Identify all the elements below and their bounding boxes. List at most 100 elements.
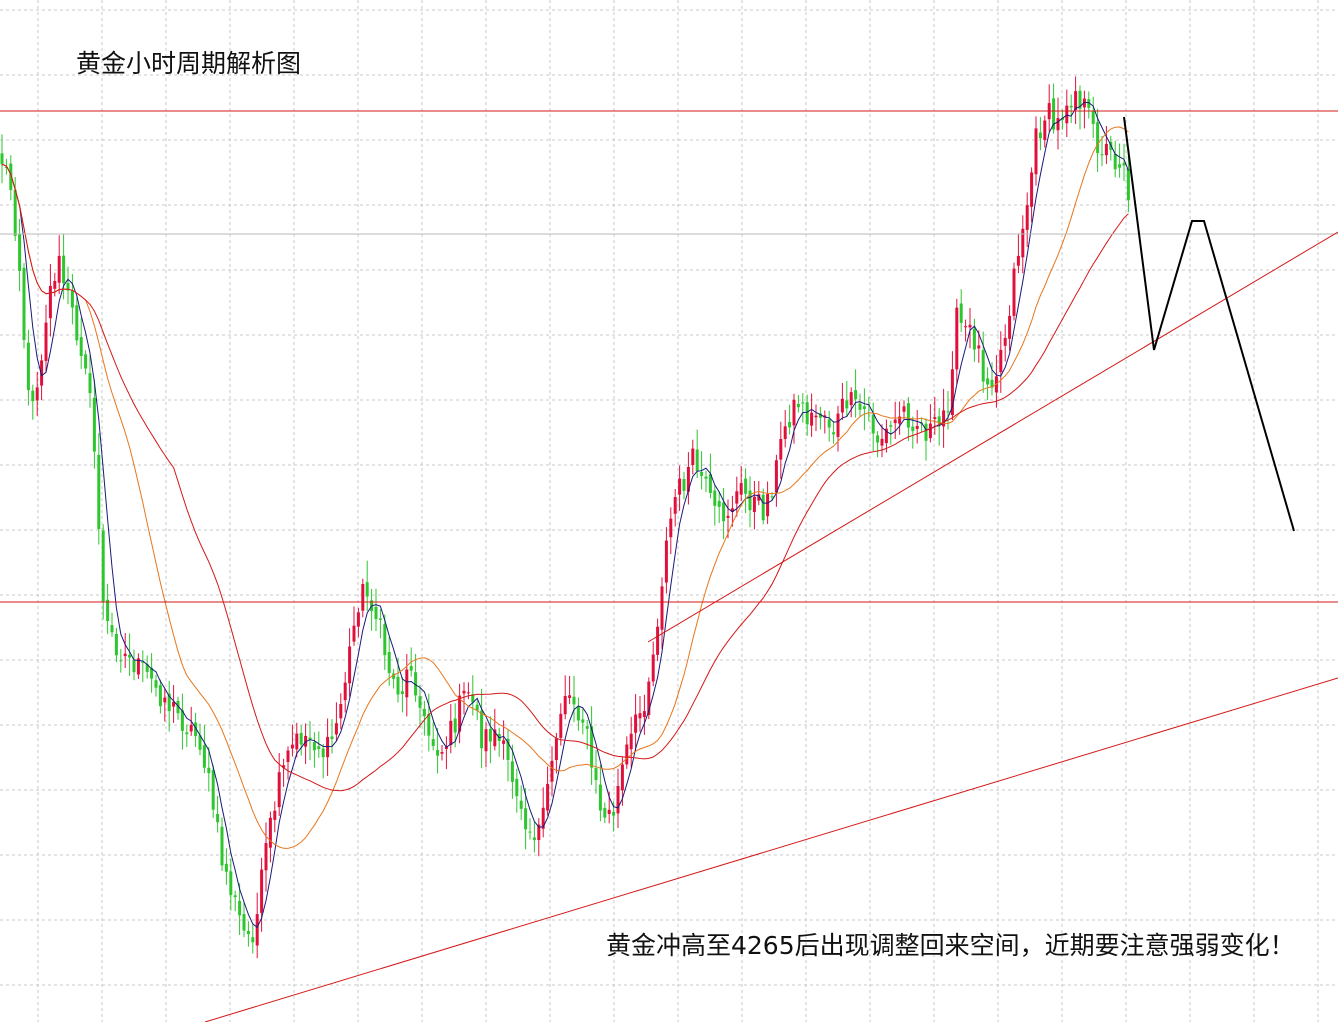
candle-body bbox=[532, 837, 536, 841]
candle-body bbox=[172, 701, 176, 707]
candle-body bbox=[431, 739, 435, 747]
candle-body bbox=[1118, 164, 1122, 168]
candle-body bbox=[238, 900, 242, 916]
candle-body bbox=[1012, 268, 1016, 316]
candle-body bbox=[1096, 122, 1100, 154]
candle-body bbox=[700, 472, 704, 476]
candle-body bbox=[594, 768, 598, 780]
candle-body bbox=[990, 379, 994, 388]
candle-body bbox=[1043, 120, 1047, 140]
candle-body bbox=[880, 438, 884, 446]
candle-body bbox=[158, 685, 162, 707]
candle-body bbox=[854, 390, 858, 400]
candle-body bbox=[48, 285, 52, 319]
candle-body bbox=[1078, 90, 1082, 109]
candle-body bbox=[889, 425, 893, 427]
candle-body bbox=[352, 625, 356, 642]
candle-body bbox=[766, 494, 770, 517]
candle-body bbox=[682, 479, 686, 491]
candle-body bbox=[946, 411, 950, 413]
candle-body bbox=[906, 403, 910, 428]
candle-body bbox=[959, 303, 963, 323]
candle-body bbox=[128, 655, 132, 658]
candle-body bbox=[1069, 105, 1073, 108]
candle-body bbox=[541, 807, 545, 829]
candle-body bbox=[88, 373, 92, 394]
upper-trendline bbox=[647, 231, 1338, 643]
candle-body bbox=[986, 378, 990, 385]
candle-body bbox=[730, 508, 734, 512]
candle-body bbox=[264, 843, 268, 871]
candle-body bbox=[414, 672, 418, 696]
candle-body bbox=[510, 761, 514, 782]
candle-body bbox=[722, 502, 726, 522]
candle-body bbox=[814, 415, 818, 418]
candle-body bbox=[739, 483, 743, 495]
candle-body bbox=[590, 726, 594, 768]
candle-body bbox=[629, 733, 633, 750]
candle-body bbox=[365, 582, 369, 597]
candle-body bbox=[625, 744, 629, 765]
candle-body bbox=[893, 419, 897, 424]
candle-body bbox=[141, 661, 145, 663]
candle-body bbox=[330, 736, 334, 739]
candle-body bbox=[1087, 99, 1091, 108]
candle-body bbox=[774, 460, 778, 493]
candle-body bbox=[871, 414, 875, 434]
candle-body bbox=[933, 417, 937, 419]
candle-body bbox=[950, 369, 954, 416]
candle-body bbox=[673, 497, 677, 514]
candle-body bbox=[572, 696, 576, 705]
candle-body bbox=[915, 425, 919, 429]
candle-body bbox=[35, 387, 39, 401]
candle-body bbox=[616, 786, 620, 814]
candle-body bbox=[1074, 91, 1078, 110]
candle-body bbox=[1104, 143, 1108, 156]
candle-body bbox=[1021, 228, 1025, 258]
candle-body bbox=[466, 692, 470, 694]
candle-body bbox=[198, 735, 202, 750]
candle-body bbox=[686, 466, 690, 492]
candle-body bbox=[647, 681, 651, 715]
candle-body bbox=[436, 749, 440, 756]
candle-body bbox=[634, 714, 638, 733]
candle-body bbox=[845, 400, 849, 409]
candle-body bbox=[1038, 132, 1042, 139]
candle-body bbox=[53, 281, 57, 289]
candle-body bbox=[260, 869, 264, 913]
candle-body bbox=[409, 666, 413, 671]
candle-body bbox=[1100, 154, 1104, 156]
candle-body bbox=[31, 390, 35, 402]
horizontal-levels bbox=[0, 110, 1338, 603]
candle-body bbox=[348, 646, 352, 684]
candle-body bbox=[955, 307, 959, 370]
candle-body bbox=[704, 476, 708, 479]
candle-body bbox=[651, 654, 655, 682]
chart-annotation: 黄金冲高至4265后出现调整回来空间，近期要注意强弱变化！ bbox=[606, 931, 1295, 960]
candle-body bbox=[233, 895, 237, 898]
candle-body bbox=[440, 752, 444, 754]
candle-body bbox=[642, 711, 646, 718]
candle-body bbox=[75, 305, 79, 341]
candle-body bbox=[836, 413, 840, 437]
candle-body bbox=[585, 726, 589, 729]
candle-body bbox=[84, 354, 88, 369]
candle-body bbox=[726, 515, 730, 518]
candle-body bbox=[612, 812, 616, 816]
trendlines bbox=[204, 231, 1338, 1022]
candle-body bbox=[167, 693, 171, 712]
candle-body bbox=[678, 478, 682, 495]
candle-body bbox=[321, 748, 325, 758]
candle-body bbox=[242, 914, 246, 931]
candle-body bbox=[884, 428, 888, 444]
candle-body bbox=[154, 680, 158, 688]
candle-body bbox=[277, 772, 281, 808]
candle-body bbox=[189, 724, 193, 732]
candle-body bbox=[546, 783, 550, 811]
candle-body bbox=[471, 694, 475, 703]
candle-body bbox=[211, 770, 215, 810]
candle-body bbox=[114, 634, 118, 656]
candle-body bbox=[458, 695, 462, 732]
candle-body bbox=[779, 439, 783, 460]
